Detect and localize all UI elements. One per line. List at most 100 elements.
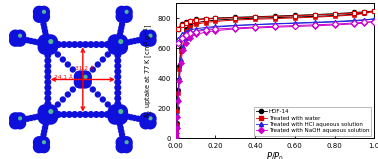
Circle shape: [44, 115, 50, 121]
Circle shape: [119, 135, 126, 141]
Circle shape: [114, 73, 121, 80]
Circle shape: [55, 101, 61, 108]
Circle shape: [107, 34, 122, 49]
Circle shape: [74, 76, 87, 89]
Circle shape: [77, 111, 84, 118]
Circle shape: [116, 136, 132, 153]
Circle shape: [71, 41, 78, 48]
Circle shape: [35, 138, 48, 151]
Circle shape: [125, 10, 129, 14]
Circle shape: [145, 118, 151, 124]
Circle shape: [115, 115, 122, 121]
Circle shape: [121, 113, 128, 119]
Circle shape: [121, 11, 127, 17]
Circle shape: [115, 111, 121, 118]
Circle shape: [115, 111, 121, 118]
Circle shape: [14, 30, 26, 42]
Circle shape: [118, 125, 124, 131]
Circle shape: [110, 107, 125, 122]
Circle shape: [44, 41, 51, 48]
Circle shape: [115, 41, 121, 48]
Circle shape: [120, 141, 133, 153]
Circle shape: [44, 52, 51, 59]
Circle shape: [71, 111, 78, 118]
Circle shape: [80, 76, 86, 83]
Circle shape: [38, 6, 50, 18]
Circle shape: [45, 41, 51, 48]
Circle shape: [115, 41, 121, 48]
Circle shape: [135, 37, 141, 43]
Circle shape: [115, 38, 122, 44]
Circle shape: [55, 41, 62, 48]
Circle shape: [38, 11, 45, 17]
Circle shape: [41, 112, 48, 118]
Circle shape: [33, 141, 45, 153]
Circle shape: [31, 114, 37, 121]
Circle shape: [39, 138, 45, 145]
Circle shape: [100, 96, 106, 103]
Circle shape: [44, 95, 51, 102]
Circle shape: [114, 52, 121, 59]
Circle shape: [60, 56, 66, 63]
Circle shape: [82, 41, 89, 48]
Circle shape: [38, 142, 45, 148]
Circle shape: [117, 31, 123, 38]
Circle shape: [44, 62, 51, 69]
Circle shape: [119, 18, 126, 24]
Circle shape: [14, 112, 26, 125]
Circle shape: [114, 95, 121, 102]
Circle shape: [38, 105, 58, 124]
Circle shape: [114, 100, 121, 107]
Circle shape: [118, 112, 124, 118]
Circle shape: [104, 111, 110, 118]
Circle shape: [120, 138, 127, 145]
Circle shape: [116, 118, 122, 124]
Circle shape: [38, 35, 58, 54]
Circle shape: [94, 91, 101, 98]
Circle shape: [60, 96, 66, 103]
Circle shape: [116, 6, 132, 23]
Circle shape: [70, 66, 76, 73]
Circle shape: [18, 117, 24, 123]
Circle shape: [50, 111, 57, 118]
Circle shape: [74, 70, 87, 83]
Circle shape: [90, 66, 96, 73]
Circle shape: [110, 106, 116, 113]
Circle shape: [76, 73, 89, 86]
Circle shape: [115, 41, 121, 48]
Circle shape: [144, 117, 156, 129]
Circle shape: [44, 38, 50, 44]
Circle shape: [42, 10, 46, 14]
Circle shape: [55, 111, 62, 118]
Circle shape: [40, 107, 55, 122]
Circle shape: [77, 41, 84, 48]
Circle shape: [118, 41, 124, 47]
Circle shape: [14, 118, 21, 124]
Circle shape: [85, 81, 91, 88]
Circle shape: [35, 8, 48, 21]
Circle shape: [128, 38, 135, 45]
Circle shape: [33, 6, 50, 23]
Circle shape: [114, 111, 121, 118]
Circle shape: [125, 113, 131, 120]
Circle shape: [110, 37, 125, 52]
Text: 31.2 Å: 31.2 Å: [75, 66, 94, 71]
Legend: HOF-14, Treated with water, Treated with HCl aqueous solution, Treated with NaOH: HOF-14, Treated with water, Treated with…: [254, 107, 372, 136]
Circle shape: [45, 41, 51, 48]
Circle shape: [44, 46, 51, 53]
Circle shape: [149, 116, 153, 120]
Circle shape: [41, 128, 48, 135]
Circle shape: [14, 34, 26, 47]
Circle shape: [50, 41, 57, 48]
Circle shape: [139, 30, 152, 42]
Circle shape: [125, 140, 129, 144]
Circle shape: [114, 84, 121, 91]
Circle shape: [107, 110, 122, 125]
Circle shape: [140, 113, 156, 129]
Circle shape: [9, 113, 26, 129]
Circle shape: [28, 115, 34, 121]
Circle shape: [145, 35, 151, 41]
Circle shape: [74, 71, 81, 78]
Circle shape: [21, 36, 28, 43]
Circle shape: [25, 116, 31, 122]
